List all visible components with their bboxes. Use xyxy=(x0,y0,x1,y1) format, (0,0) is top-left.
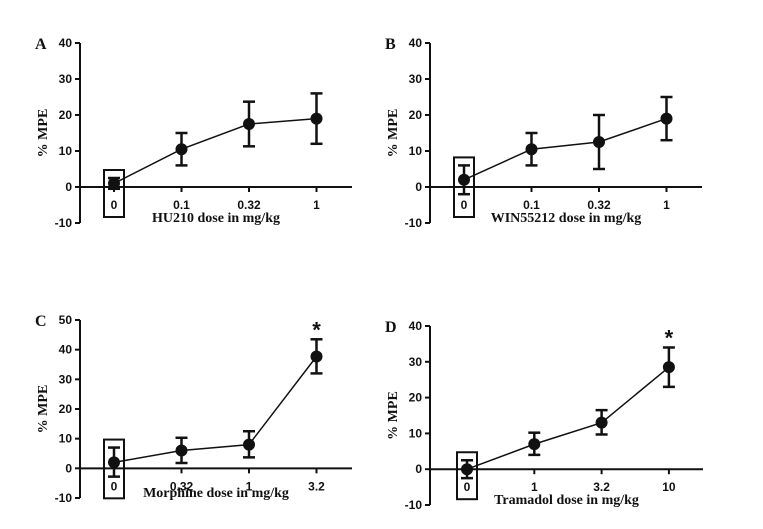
y-tick-label: 40 xyxy=(59,343,73,357)
data-point xyxy=(662,361,675,374)
x-tick-label: 0 xyxy=(461,198,468,212)
y-tick-label: 30 xyxy=(59,72,73,86)
panel-d: D -10 0 10 20 30 40 0 1 3.2 10 Tramadol dose in mg/… xyxy=(385,319,703,512)
y-tick-label: 20 xyxy=(409,391,423,405)
x-tick-label: 0.32 xyxy=(237,198,261,212)
y-tick-label: 20 xyxy=(59,108,73,122)
x-tick-label: 3.2 xyxy=(593,480,610,494)
y-tick-label: 40 xyxy=(409,36,423,50)
x-tick-label: 3.2 xyxy=(308,479,325,493)
data-point xyxy=(243,438,255,451)
x-tick-label: 0 xyxy=(111,198,118,212)
control-box xyxy=(103,169,125,218)
y-tick-label: 10 xyxy=(409,426,423,440)
data-point xyxy=(310,112,323,125)
data-point xyxy=(175,444,188,457)
data-point xyxy=(108,456,120,469)
data-point xyxy=(175,143,188,156)
y-tick-label: 40 xyxy=(409,319,423,333)
y-tick-label: 20 xyxy=(409,108,423,122)
data-point xyxy=(461,463,473,476)
data-point xyxy=(310,350,323,363)
data-point xyxy=(593,136,605,148)
y-tick-label: 30 xyxy=(409,72,423,86)
control-box xyxy=(453,156,475,218)
panel-a: A -10 0 10 20 30 40 0 0.1 0.32 1 HU210 dose in mg/k… xyxy=(35,36,352,230)
y-tick-label: 10 xyxy=(59,432,73,446)
y-tick-label: 0 xyxy=(415,180,422,194)
x-tick-label: 0.32 xyxy=(170,479,194,493)
series-line xyxy=(466,366,670,470)
y-tick-label: -10 xyxy=(55,491,73,505)
y-tick-label: 40 xyxy=(59,36,73,50)
panel-c: C -10 0 10 20 30 40 50 0 0.32 1 3.2 Morphine dose in… xyxy=(35,313,352,505)
x-tick-label: 1 xyxy=(313,198,320,212)
panel-b: B -10 0 10 20 30 40 0 0.1 0.32 1 WIN55212 dose in m… xyxy=(385,36,702,230)
control-box xyxy=(103,438,125,500)
x-tick-label: 0 xyxy=(464,480,471,494)
y-tick-label: 0 xyxy=(65,461,72,475)
data-point xyxy=(528,438,541,451)
data-point xyxy=(595,416,608,429)
x-tick-label: 10 xyxy=(662,480,676,494)
significance-marker: * xyxy=(312,317,321,342)
x-tick-label: 0.1 xyxy=(173,198,190,212)
x-axis-label: Tramadol dose in mg/kg xyxy=(494,493,639,508)
data-point xyxy=(108,177,120,190)
data-point xyxy=(458,173,470,186)
y-tick-label: -10 xyxy=(405,216,423,230)
y-tick-label: 50 xyxy=(59,313,73,327)
y-tick-label: 10 xyxy=(59,144,73,158)
series-line xyxy=(113,117,317,185)
data-point xyxy=(525,143,538,156)
x-tick-label: 0.32 xyxy=(587,198,611,212)
panel-label: B xyxy=(385,36,396,53)
y-axis-label: % MPE xyxy=(386,109,401,158)
y-axis-label: % MPE xyxy=(386,391,401,440)
y-tick-label: 0 xyxy=(65,180,72,194)
panel-label: C xyxy=(35,313,47,330)
y-tick-label: 0 xyxy=(415,462,422,476)
data-point xyxy=(243,118,255,130)
y-tick-label: 20 xyxy=(59,402,73,416)
significance-marker: * xyxy=(665,325,674,350)
data-point xyxy=(660,112,673,125)
y-tick-label: 30 xyxy=(409,355,423,369)
x-tick-label: 0 xyxy=(111,479,118,493)
y-tick-label: 30 xyxy=(59,372,73,386)
y-axis-label: % MPE xyxy=(36,385,51,434)
panel-label: A xyxy=(35,36,47,53)
control-box xyxy=(456,451,478,501)
x-tick-label: 1 xyxy=(246,479,253,493)
x-tick-label: 1 xyxy=(531,480,538,494)
y-axis-label: % MPE xyxy=(36,109,51,158)
x-axis-label: WIN55212 dose in mg/kg xyxy=(491,211,642,226)
x-axis-label: HU210 dose in mg/kg xyxy=(152,211,280,226)
series-line xyxy=(113,356,318,464)
x-axis-label: Morphine dose in mg/kg xyxy=(143,486,289,501)
series-line xyxy=(463,117,667,181)
y-tick-label: -10 xyxy=(55,216,73,230)
x-tick-label: 0.1 xyxy=(523,198,540,212)
panel-label: D xyxy=(385,319,397,336)
y-tick-label: -10 xyxy=(405,498,423,512)
y-tick-label: 10 xyxy=(409,144,423,158)
x-tick-label: 1 xyxy=(663,198,670,212)
